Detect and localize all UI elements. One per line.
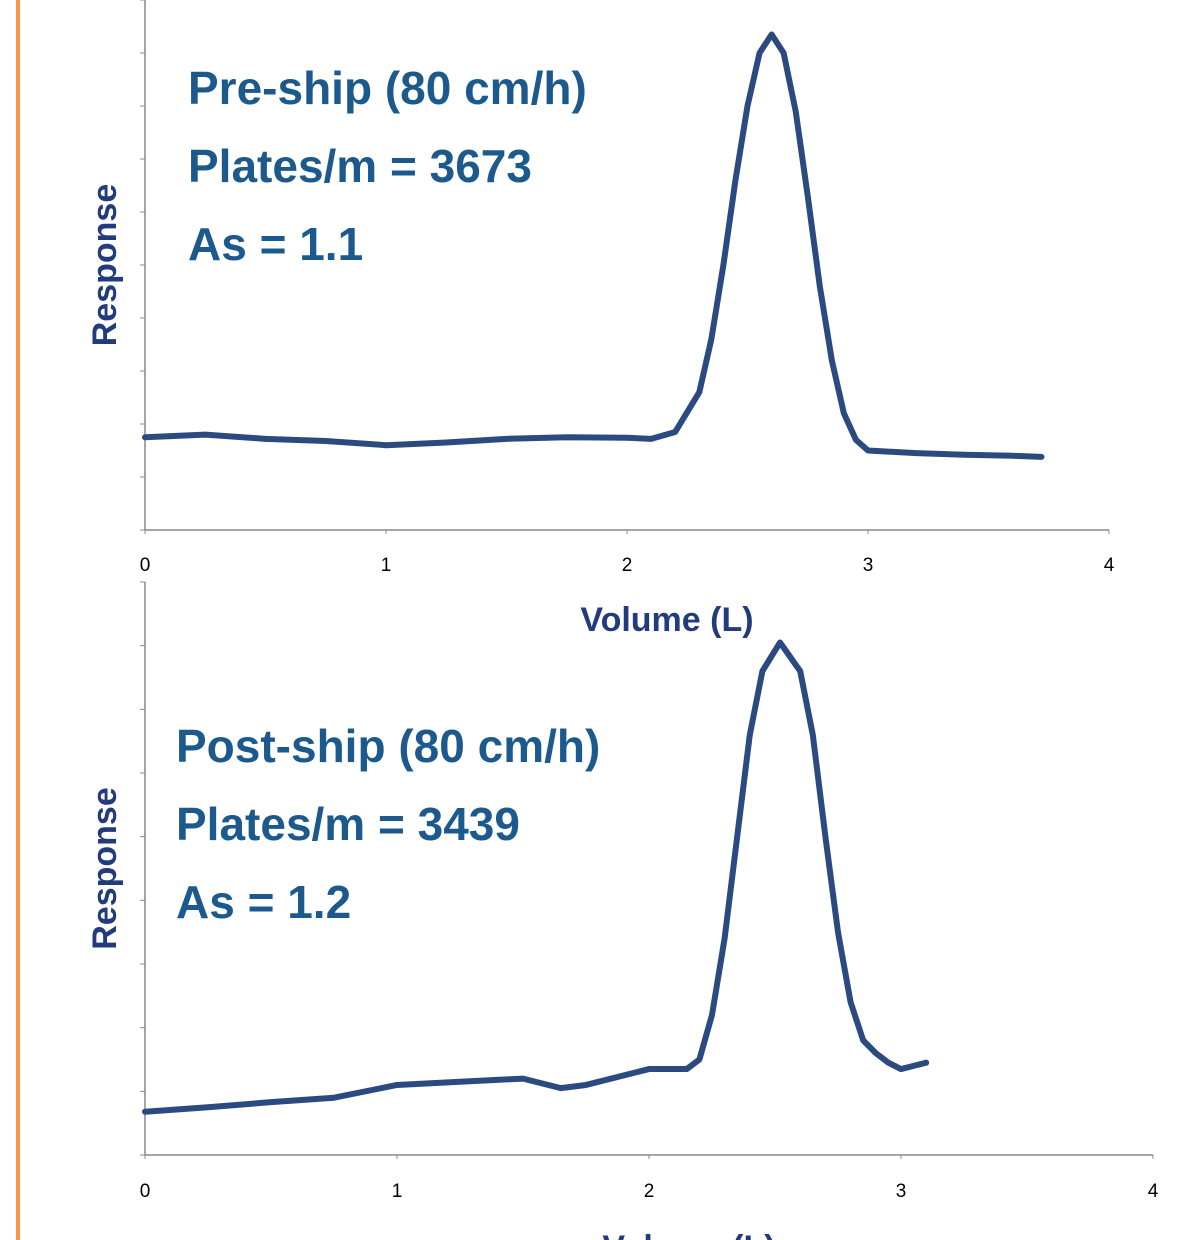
annotation: Plates/m = 3439 xyxy=(176,798,520,850)
x-tick-label: 1 xyxy=(392,1181,403,1202)
annotation: As = 1.2 xyxy=(176,876,351,928)
y-axis-label: Response xyxy=(86,787,124,950)
annotation: Pre-ship (80 cm/h) xyxy=(188,62,587,114)
x-axis-label: Volume (L) xyxy=(602,1229,775,1240)
x-tick-label: 0 xyxy=(140,1181,151,1202)
y-axis-label: Response xyxy=(86,184,124,347)
x-tick-label: 3 xyxy=(863,555,874,576)
annotation: Plates/m = 3673 xyxy=(188,140,532,192)
data-line xyxy=(142,31,1045,460)
annotation: Post-ship (80 cm/h) xyxy=(176,720,600,772)
data-line xyxy=(142,639,930,1115)
x-tick-label: 4 xyxy=(1104,555,1115,576)
x-tick-label: 1 xyxy=(381,555,392,576)
x-tick-label: 2 xyxy=(644,1181,655,1202)
annotation: As = 1.1 xyxy=(188,218,363,270)
x-tick-label: 0 xyxy=(140,555,151,576)
x-axis-label: Volume (L) xyxy=(580,601,753,639)
x-tick-label: 2 xyxy=(622,555,633,576)
x-tick-label: 4 xyxy=(1148,1181,1159,1202)
x-tick-label: 3 xyxy=(896,1181,907,1202)
